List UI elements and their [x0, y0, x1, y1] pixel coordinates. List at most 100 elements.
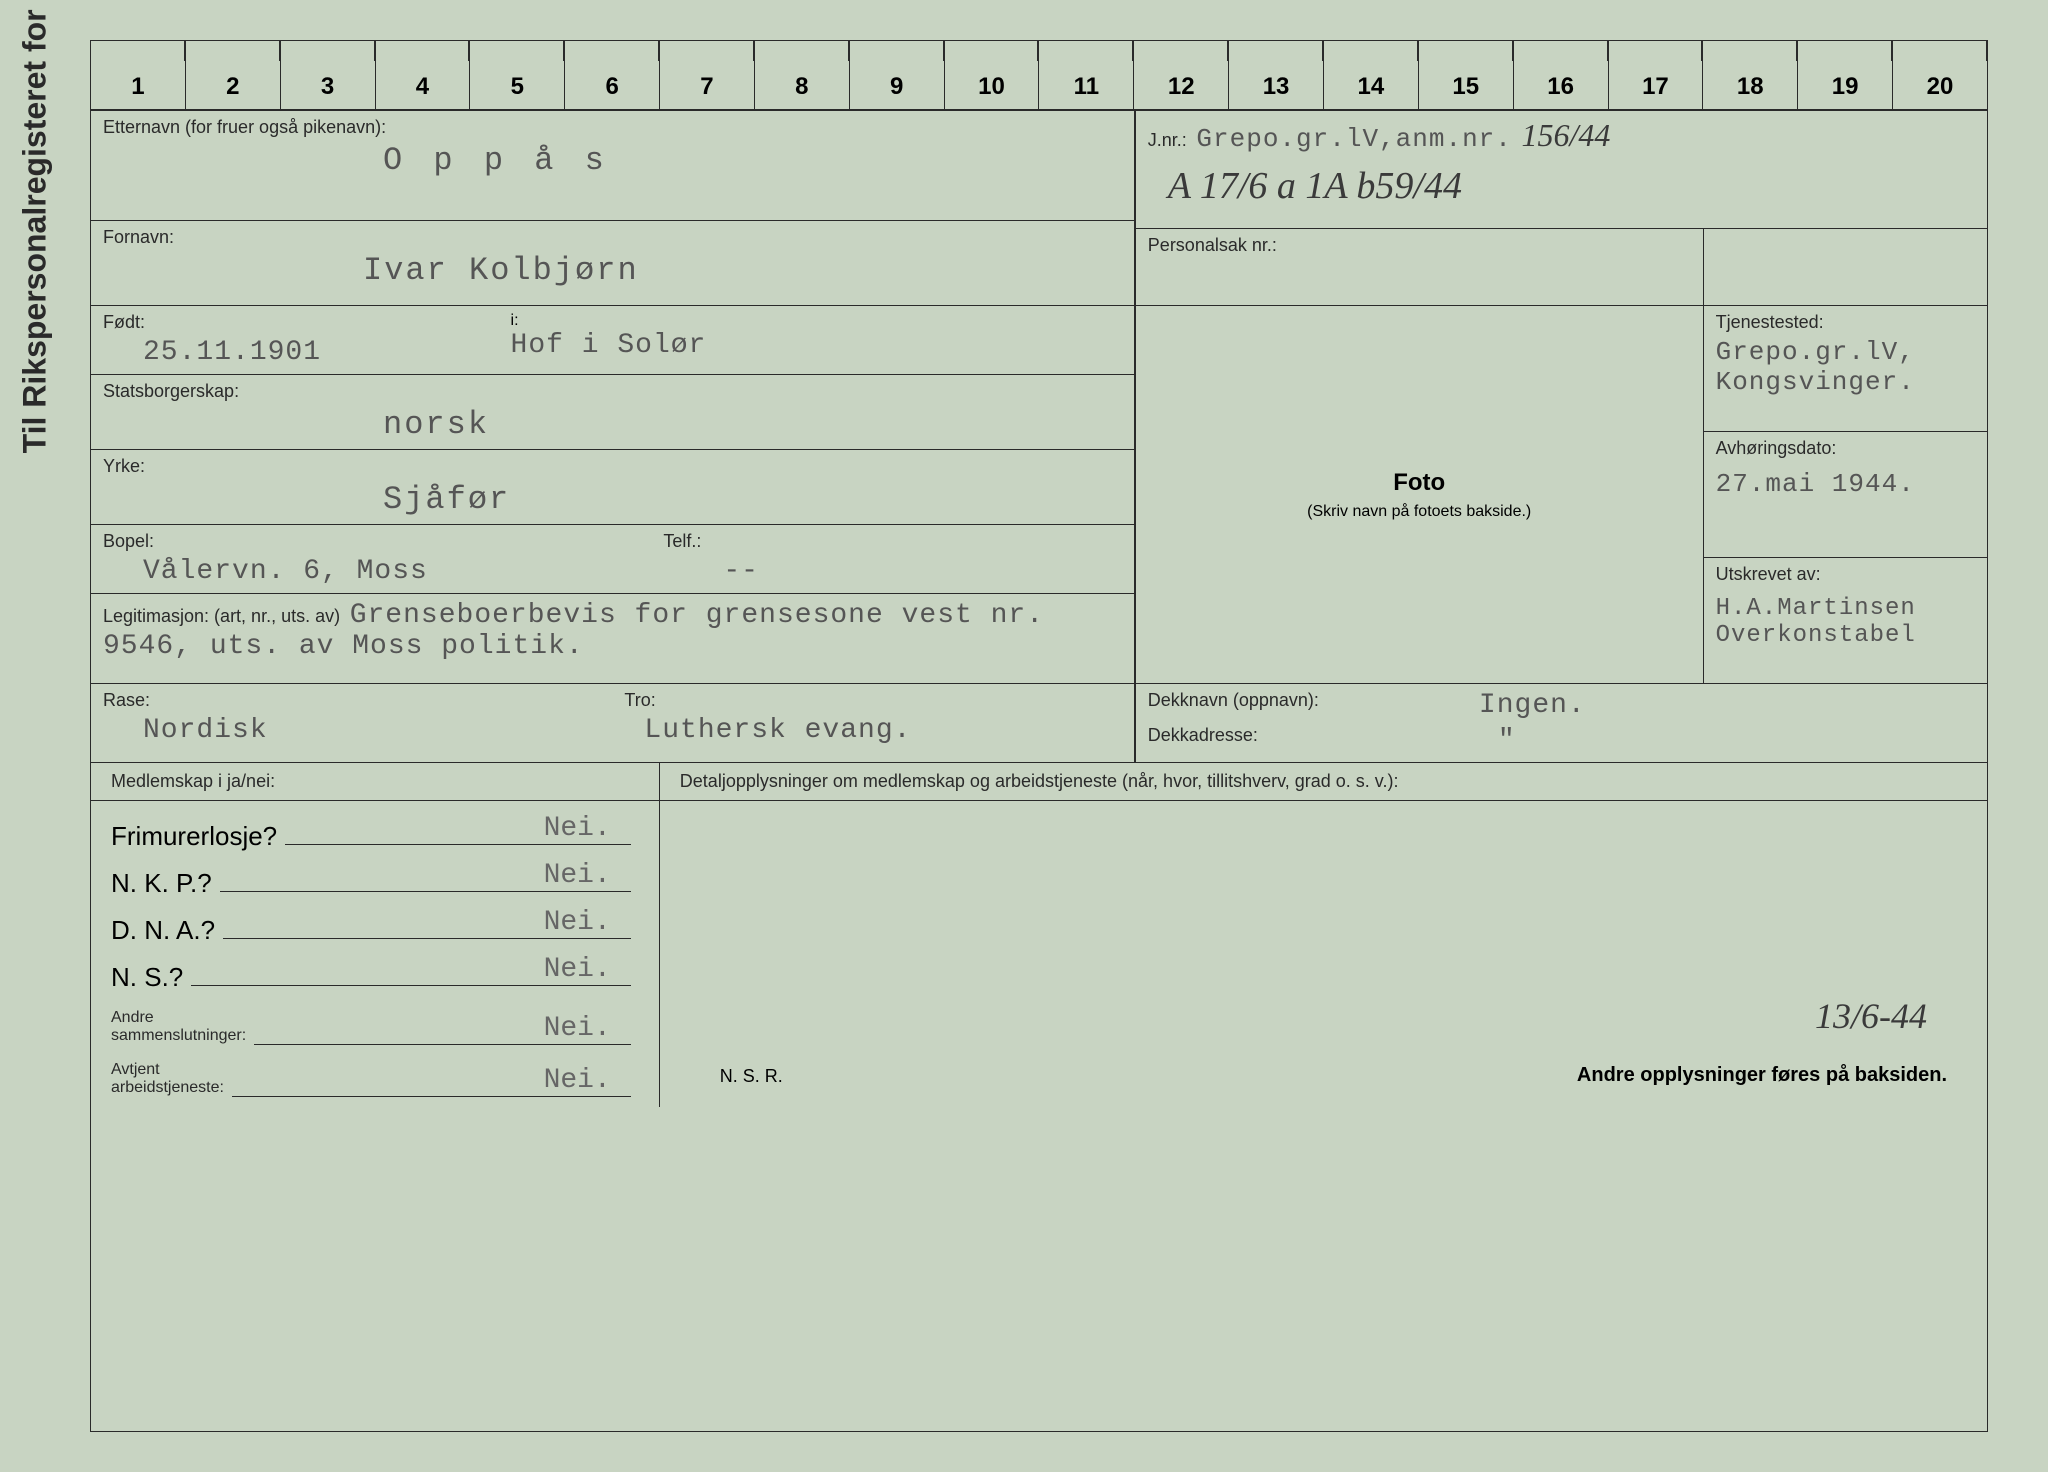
dekknavn-value: Ingen. — [1479, 690, 1586, 721]
ruler-cell: 18 — [1703, 41, 1798, 109]
fodt-i-label: i: — [511, 312, 1122, 330]
jnr-handwritten2: A 17/6 a 1A b59/44 — [1148, 164, 1975, 208]
ruler-cell: 13 — [1229, 41, 1324, 109]
ruler-cell: 11 — [1039, 41, 1134, 109]
fornavn-label: Fornavn: — [103, 227, 1122, 248]
ruler-cell: 17 — [1609, 41, 1704, 109]
yrke-field: Yrke: Sjåfør — [91, 450, 1134, 525]
ruler-cell: 12 — [1134, 41, 1229, 109]
dekknavn-label: Dekknavn (oppnavn): — [1148, 690, 1319, 717]
rase-value: Nordisk — [103, 715, 600, 746]
personalsak-label: Personalsak nr.: — [1148, 235, 1691, 256]
bopel-label: Bopel: — [103, 531, 663, 552]
utskrevet-label: Utskrevet av: — [1716, 564, 1975, 585]
foto-box: Foto (Skriv navn på fotoets bakside.) — [1134, 306, 1703, 684]
registration-card: 1234567891011121314151617181920 Etternav… — [90, 40, 1988, 1432]
ruler-cell: 2 — [186, 41, 281, 109]
fornavn-value: Ivar Kolbjørn — [103, 252, 1122, 289]
foto-label: Foto — [1393, 469, 1445, 497]
ruler-cell: 19 — [1798, 41, 1893, 109]
jnr-field: J.nr.: Grepo.gr.lV,anm.nr. 156/44 A 17/6… — [1134, 111, 1987, 229]
ruler-cell: 14 — [1324, 41, 1419, 109]
ruler-cell: 7 — [660, 41, 755, 109]
etternavn-label: Etternavn (for fruer også pikenavn): — [103, 117, 1122, 138]
dekknavn-quote: " — [1498, 725, 1516, 756]
jnr-handwritten1: 156/44 — [1521, 117, 1610, 153]
ns-row: N. S.? Nei. — [111, 962, 639, 993]
bopel-value: Vålervn. 6, Moss — [103, 556, 663, 587]
frimurerlosje-value: Nei. — [544, 813, 611, 844]
ruler: 1234567891011121314151617181920 — [91, 41, 1987, 111]
yrke-value: Sjåfør — [103, 481, 1122, 518]
avtjent-row: Avtjent arbeidstjeneste: Nei. — [111, 1061, 639, 1097]
personalsak-field: Personalsak nr.: — [1134, 229, 1703, 307]
membership-header-right: Detaljopplysninger om medlemskap og arbe… — [660, 763, 1987, 801]
ruler-cell: 6 — [565, 41, 660, 109]
nkp-label: N. K. P.? — [111, 868, 212, 899]
membership-right: Detaljopplysninger om medlemskap og arbe… — [660, 763, 1987, 1107]
telf-value: -- — [663, 556, 1121, 587]
nsr-label: N. S. R. — [720, 1066, 783, 1087]
legitimasjon-label: Legitimasjon: (art, nr., uts. av) — [103, 606, 340, 626]
fodt-field: Født: 25.11.1901 i: Hof i Solør — [91, 306, 1134, 375]
tjenestested-label: Tjenestested: — [1716, 312, 1975, 333]
avtjent-sublabel: arbeidstjeneste: — [111, 1079, 224, 1097]
tjenestested-field: Tjenestested: Grepo.gr.lV, Kongsvinger. — [1703, 306, 1987, 432]
nkp-value: Nei. — [544, 860, 611, 891]
avhoringsdato-value: 27.mai 1944. — [1716, 469, 1975, 499]
tro-label: Tro: — [624, 690, 1121, 711]
ruler-cell: 4 — [376, 41, 471, 109]
fodt-date: 25.11.1901 — [103, 337, 511, 368]
fornavn-field: Fornavn: Ivar Kolbjørn — [91, 221, 1134, 306]
ruler-cell: 10 — [945, 41, 1040, 109]
ruler-cell: 9 — [850, 41, 945, 109]
jnr-text: Grepo.gr.lV,anm.nr. — [1196, 124, 1511, 154]
dna-label: D. N. A.? — [111, 915, 215, 946]
avtjent-label: Avtjent — [111, 1061, 224, 1079]
bopel-field: Bopel: Vålervn. 6, Moss Telf.: -- — [91, 525, 1134, 594]
dekkadresse-label: Dekkadresse: — [1148, 725, 1258, 752]
foto-subtitle: (Skriv navn på fotoets bakside.) — [1307, 503, 1531, 521]
ns-label: N. S.? — [111, 962, 183, 993]
tro-value: Luthersk evang. — [624, 715, 1121, 746]
dna-value: Nei. — [544, 907, 611, 938]
dna-row: D. N. A.? Nei. — [111, 915, 639, 946]
tjenestested-value: Grepo.gr.lV, Kongsvinger. — [1716, 337, 1975, 397]
ruler-cell: 20 — [1893, 41, 1987, 109]
membership-left: Medlemskap i ja/nei: Frimurerlosje? Nei.… — [91, 763, 660, 1107]
andre-value: Nei. — [544, 1013, 611, 1044]
avhoringsdato-label: Avhøringsdato: — [1716, 438, 1975, 459]
ruler-cell: 15 — [1419, 41, 1514, 109]
andre-row: Andre sammenslutninger: Nei. — [111, 1009, 639, 1045]
fodt-label: Født: — [103, 312, 511, 333]
statsborgerskap-value: norsk — [103, 406, 1122, 443]
andre-sublabel: sammenslutninger: — [111, 1027, 246, 1045]
fodt-place: Hof i Solør — [511, 330, 1122, 361]
jnr-label: J.nr.: — [1148, 130, 1187, 150]
ruler-cell: 3 — [281, 41, 376, 109]
avtjent-value: Nei. — [544, 1065, 611, 1096]
andre-label: Andre — [111, 1009, 246, 1027]
dekknavn-field: Dekknavn (oppnavn): Ingen. Dekkadresse: … — [1134, 684, 1987, 763]
nkp-row: N. K. P.? Nei. — [111, 868, 639, 899]
statsborgerskap-field: Statsborgerskap: norsk — [91, 375, 1134, 450]
statsborgerskap-label: Statsborgerskap: — [103, 381, 1122, 402]
etternavn-field: Etternavn (for fruer også pikenavn): O p… — [91, 111, 1134, 221]
utskrevet-field: Utskrevet av: H.A.Martinsen Overkonstabe… — [1703, 558, 1987, 684]
ruler-cell: 8 — [755, 41, 850, 109]
handwritten-date: 13/6-44 — [1815, 995, 1927, 1037]
etternavn-value: O p p å s — [103, 142, 1122, 179]
legitimasjon-field: Legitimasjon: (art, nr., uts. av) Grense… — [91, 594, 1134, 684]
membership-header-left: Medlemskap i ja/nei: — [91, 763, 659, 801]
avhoringsdato-field: Avhøringsdato: 27.mai 1944. — [1703, 432, 1987, 558]
ns-value: Nei. — [544, 954, 611, 985]
utskrevet-value: H.A.Martinsen Overkonstabel — [1716, 595, 1975, 649]
yrke-label: Yrke: — [103, 456, 1122, 477]
ruler-cell: 1 — [91, 41, 186, 109]
ruler-cell: 5 — [470, 41, 565, 109]
footer-note: Andre opplysninger føres på baksiden. — [1577, 1064, 1947, 1087]
vertical-title: Til Rikspersonalregisteret for anmeldte. — [17, 0, 54, 453]
frimurerlosje-label: Frimurerlosje? — [111, 821, 277, 852]
telf-label: Telf.: — [663, 531, 1121, 552]
frimurerlosje-row: Frimurerlosje? Nei. — [111, 821, 639, 852]
